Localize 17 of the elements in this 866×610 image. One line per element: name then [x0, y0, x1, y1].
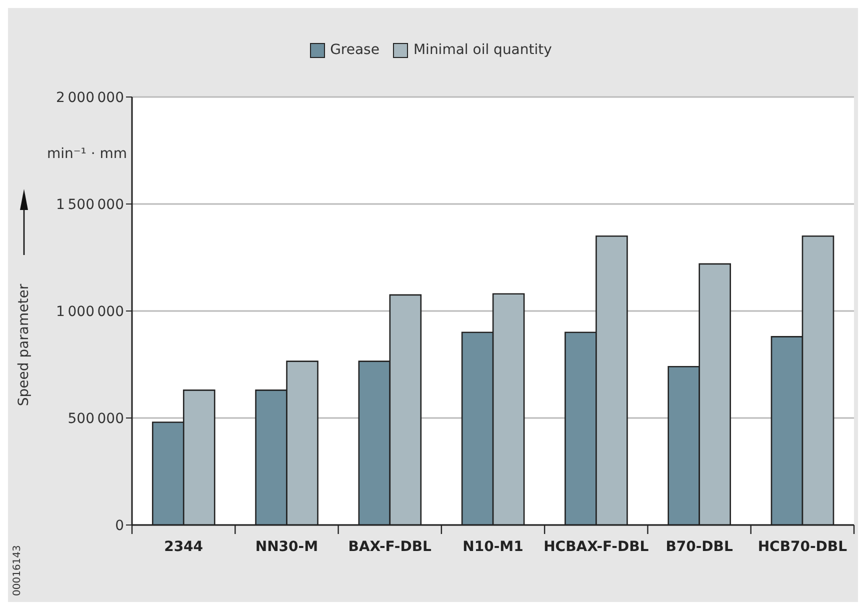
y-tick-label: 2 000 000	[56, 90, 124, 106]
x-tick-label: NN30-M	[255, 539, 318, 555]
y-tick-label: 1 000 000	[56, 304, 124, 320]
x-tick-label: 2344	[164, 539, 204, 555]
y-axis-title: Speed parameter	[16, 284, 32, 406]
legend-label: Minimal oil quantity	[412, 42, 552, 58]
x-tick-label: N10-M1	[462, 539, 524, 555]
y-tick-label: 500 000	[68, 410, 124, 427]
y-tick-label: 1 500 000	[56, 196, 124, 213]
x-tick-label: B70-DBL	[666, 539, 733, 555]
text: 00016143	[12, 545, 23, 596]
y-tick-label: 0	[115, 518, 124, 534]
x-tick-label: HCB70-DBL	[758, 539, 848, 555]
legend-label: Grease	[329, 42, 380, 58]
x-tick-label: BAX-F-DBL	[348, 539, 432, 555]
x-tick-label: HCBAX-F-DBL	[544, 539, 649, 555]
text: min⁻¹ · mm	[47, 146, 128, 162]
